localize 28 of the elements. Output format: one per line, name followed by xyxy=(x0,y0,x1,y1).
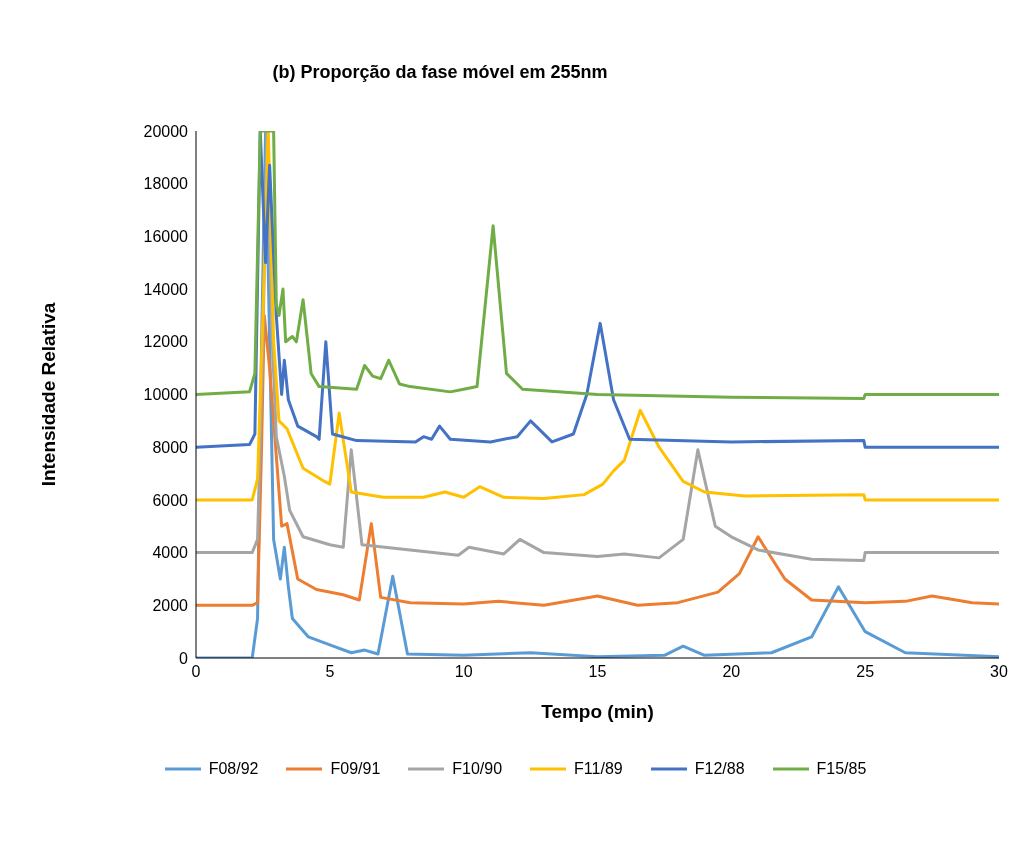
y-tick-label: 10000 xyxy=(143,386,189,404)
y-tick-label: 8000 xyxy=(152,438,189,456)
y-tick-label: 18000 xyxy=(143,175,189,193)
chart-title: (b) Proporção da fase móvel em 255nm xyxy=(271,62,609,83)
x-tick-label: 5 xyxy=(325,663,335,681)
legend-label: F08/92 xyxy=(208,760,259,778)
x-tick-label: 30 xyxy=(990,663,1008,681)
y-tick-label: 16000 xyxy=(143,228,189,246)
y-tick-label: 20000 xyxy=(143,122,189,140)
y-tick-label: 0 xyxy=(179,649,189,667)
y-tick-label: 4000 xyxy=(152,544,189,562)
line-series xyxy=(196,131,999,400)
y-tick-label: 2000 xyxy=(152,596,189,614)
x-axis-title: Tempo (min) xyxy=(541,701,654,722)
legend-label: F09/91 xyxy=(330,760,381,778)
x-tick-label: 25 xyxy=(856,663,875,681)
x-tick-label: 10 xyxy=(454,663,473,681)
y-axis-title: Intensidade Relativa xyxy=(37,302,59,487)
legend-label: F12/88 xyxy=(694,760,745,778)
legend-label: F11/89 xyxy=(574,760,623,778)
x-tick-label: 20 xyxy=(722,663,741,681)
legend-label: F15/85 xyxy=(816,760,867,778)
y-tick-label: 6000 xyxy=(152,491,189,509)
x-tick-label: 15 xyxy=(588,663,607,681)
y-tick-label: 14000 xyxy=(143,280,189,298)
x-tick-label: 0 xyxy=(191,663,201,681)
y-tick-label: 12000 xyxy=(143,333,189,351)
legend-label: F10/90 xyxy=(452,760,503,778)
